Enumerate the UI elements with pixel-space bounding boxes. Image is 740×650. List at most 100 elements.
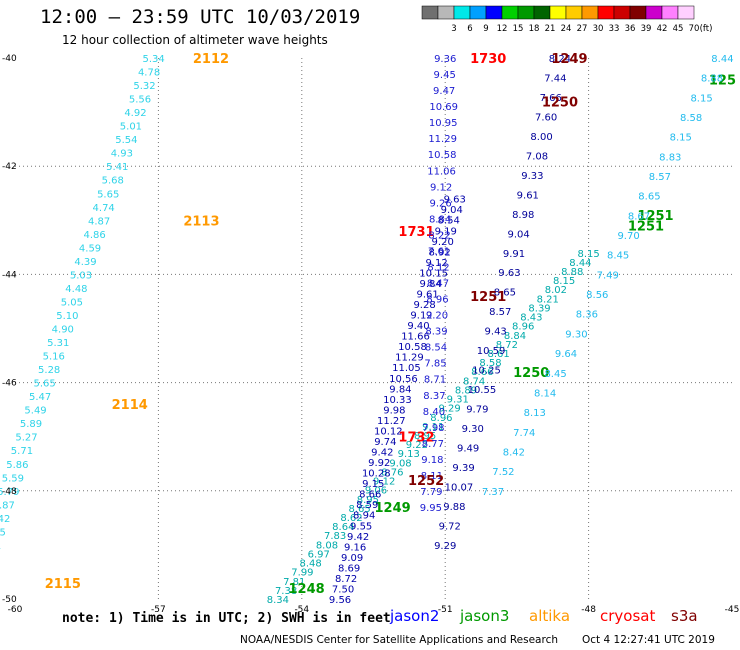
- wave-height-label: 8.72: [335, 574, 357, 585]
- wave-height-label: 5.59: [2, 473, 24, 484]
- wave-height-label: 9.61: [517, 190, 539, 201]
- wave-height-label: 9.42: [347, 532, 369, 543]
- wave-height-label: 5.87: [0, 500, 15, 511]
- wave-height-label: 8.88: [701, 74, 723, 85]
- wave-height-label: 8.96: [512, 322, 534, 333]
- wave-height-label: 8.21: [537, 294, 559, 305]
- wave-height-label: 8.34: [267, 595, 289, 606]
- wave-height-label: 7.83: [324, 531, 346, 542]
- colorbar-swatch: [613, 5, 631, 20]
- chart-title: 12:00 – 23:59 UTC 10/03/2019: [40, 6, 361, 28]
- wave-height-label: 5.86: [6, 460, 28, 471]
- wave-height-label: 8.89: [455, 385, 477, 396]
- wave-height-label: 8.84: [429, 214, 451, 225]
- wave-height-label: 9.20: [432, 237, 454, 248]
- x-tick-label: -57: [151, 605, 166, 615]
- x-tick-label: -45: [725, 605, 740, 615]
- colorbar-swatch: [661, 5, 679, 20]
- wave-height-label: 10.33: [383, 395, 412, 406]
- footnote: note: 1) Time is in UTC; 2) SWH is in fe…: [62, 611, 391, 626]
- colorbar-label: 39: [641, 24, 652, 34]
- wave-height-label: 11.05: [392, 363, 421, 374]
- wave-height-label: 8.13: [524, 408, 546, 419]
- wave-height-label: 7.66: [540, 93, 562, 104]
- wave-height-label: 10.15: [419, 268, 448, 279]
- wave-height-label: 9.06: [365, 486, 387, 497]
- wave-height-label: 4.87: [88, 216, 110, 227]
- wave-height-label: 7.50: [332, 584, 354, 595]
- wave-height-label: 9.79: [466, 405, 488, 416]
- colorbar-label: 21: [545, 24, 556, 34]
- wave-height-label: 9.12: [426, 258, 448, 269]
- wave-height-label: 8.84: [504, 331, 526, 342]
- wave-height-label: 9.20: [426, 311, 448, 322]
- wave-height-label: 10.28: [362, 469, 391, 480]
- wave-height-label: 10.12: [374, 426, 403, 437]
- chart-marks: 6.075.895.274.664.915.455.425.875.795.59…: [0, 52, 736, 606]
- y-tick-label: -42: [2, 162, 17, 172]
- colorbar-label: 12: [497, 24, 508, 34]
- pass-time-label: 1732: [398, 431, 434, 446]
- colorbar-swatch: [629, 5, 647, 20]
- wave-height-label: 8.15: [690, 93, 712, 104]
- wave-height-label: 5.41: [106, 162, 128, 173]
- wave-height-label: 9.33: [521, 171, 543, 182]
- colorbar-swatch: [645, 5, 663, 20]
- wave-height-label: 9.04: [441, 205, 463, 216]
- wave-height-label: 5.68: [102, 176, 124, 187]
- wave-height-label: 8.39: [528, 303, 550, 314]
- wave-height-label: 8.48: [299, 559, 321, 570]
- satellite-legend-jason3: jason3: [460, 607, 510, 625]
- colorbar-unit: (ft): [700, 24, 713, 34]
- colorbar-label: 3: [451, 24, 456, 34]
- pass-time-label: 1252: [408, 474, 444, 489]
- wave-height-label: 5.34: [142, 54, 164, 65]
- pass-time-label: 2114: [112, 398, 148, 413]
- wave-height-label: 8.12: [427, 262, 449, 273]
- colorbar-swatch: [485, 5, 503, 20]
- wave-height-label: 9.29: [438, 404, 460, 415]
- wave-height-label: 9.26: [429, 198, 451, 209]
- colorbar-label: 33: [609, 24, 620, 34]
- wave-height-label: 8.95: [357, 495, 379, 506]
- wave-height-label: 9.39: [452, 463, 474, 474]
- wave-height-label: 10.25: [472, 366, 501, 377]
- wave-height-label: 8.57: [649, 172, 671, 183]
- satellite-legend-jason2: jason2: [390, 607, 440, 625]
- colorbar-swatch: [437, 5, 455, 20]
- wave-height-label: 5.05: [61, 297, 83, 308]
- wave-height-label: 5.28: [38, 365, 60, 376]
- y-tick-label: -46: [2, 379, 17, 389]
- colorbar-label: 18: [529, 24, 540, 34]
- wave-height-label: 9.29: [434, 541, 456, 552]
- wave-height-label: 9.56: [329, 595, 351, 606]
- wave-height-label: 9.49: [457, 444, 479, 455]
- colorbar-swatch: [677, 5, 695, 20]
- y-tick-label: -50: [2, 595, 17, 605]
- wave-height-label: 9.92: [368, 458, 390, 469]
- wave-height-label: 4.78: [138, 68, 160, 79]
- wave-height-label: 11.06: [427, 166, 456, 177]
- wave-height-label: 8.92: [429, 247, 451, 258]
- y-tick-label: -44: [2, 270, 17, 280]
- wave-height-label: 9.28: [413, 300, 435, 311]
- wave-height-label: 7.98: [422, 423, 444, 434]
- pass-time-label: 1251: [628, 220, 664, 235]
- pass-time-label: 1249: [375, 501, 411, 516]
- wave-height-label: 11.27: [377, 416, 406, 427]
- pass-time-label: 2113: [183, 214, 219, 229]
- wave-height-label: 5.16: [43, 352, 65, 363]
- wave-height-label: 8.40: [423, 407, 445, 418]
- wave-height-label: 9.15: [362, 479, 384, 490]
- wave-height-label: 8.54: [438, 216, 460, 227]
- colorbar-label: 36: [625, 24, 636, 34]
- wave-height-label: 8.45: [544, 369, 566, 380]
- wave-height-label: 8.15: [553, 276, 575, 287]
- wave-height-label: 8.43: [520, 313, 542, 324]
- colorbar-swatch: [469, 5, 487, 20]
- wave-height-label: 5.42: [0, 514, 10, 525]
- wave-height-label: 5.65: [34, 379, 56, 390]
- wave-height-label: 5.56: [129, 95, 151, 106]
- wave-height-label: 5.65: [97, 189, 119, 200]
